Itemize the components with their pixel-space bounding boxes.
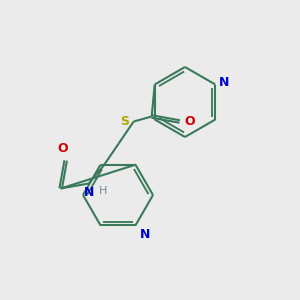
Text: S: S (120, 115, 129, 128)
Text: O: O (57, 142, 68, 155)
Text: N: N (140, 228, 150, 241)
Text: H: H (99, 185, 107, 196)
Text: N: N (83, 185, 94, 199)
Text: N: N (219, 76, 230, 89)
Text: O: O (185, 115, 195, 128)
